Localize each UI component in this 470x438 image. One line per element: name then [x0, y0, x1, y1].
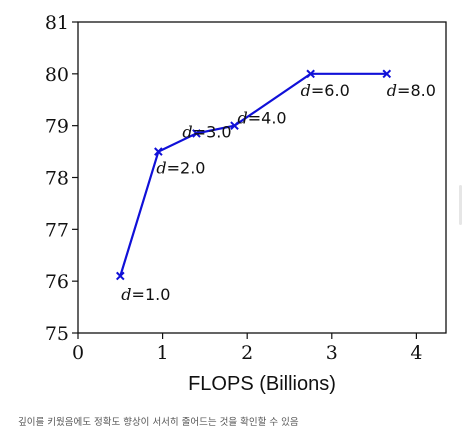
- data-point-marker: [154, 147, 163, 156]
- y-tick-label: 77: [45, 219, 69, 241]
- point-labels: d=1.0 d=2.0 d=3.0 d=4.0 d=6.0 d=8.0: [121, 81, 436, 304]
- x-tick-label: 3: [326, 342, 338, 364]
- data-point-marker: [306, 69, 315, 79]
- data-point-marker: [230, 121, 239, 130]
- x-tick-label: 4: [410, 342, 422, 364]
- x-tick-label: 1: [157, 342, 169, 364]
- line-chart: 75 76 77 78 79 80 81 0 1 2 3 4 d=1.0 d=2.0 d=3.0 d=4.…: [45, 12, 447, 395]
- point-label: d=2.0: [156, 159, 205, 178]
- data-point-marker: [115, 271, 125, 281]
- x-tick-label: 0: [72, 342, 84, 364]
- y-axis-ticks: 75 76 77 78 79 80 81: [45, 12, 78, 345]
- y-tick-label: 78: [45, 168, 69, 190]
- point-label: d=4.0: [238, 109, 287, 128]
- series-line: [119, 72, 387, 277]
- figure-caption: 깊이를 키웠음에도 정확도 향상이 서서히 줄어드는 것을 확인할 수 있음: [18, 417, 299, 428]
- point-label: d=1.0: [121, 285, 170, 304]
- y-tick-label: 75: [45, 323, 69, 345]
- point-label: d=3.0: [182, 122, 231, 141]
- data-point-marker: [192, 129, 201, 138]
- series-markers: [115, 69, 392, 281]
- x-tick-label: 2: [241, 342, 253, 364]
- y-tick-label: 79: [45, 116, 69, 138]
- point-label: d=6.0: [301, 81, 350, 100]
- x-axis-title: FLOPS (Billions): [188, 373, 336, 395]
- y-tick-label: 80: [45, 64, 69, 86]
- scroll-indicator: [459, 185, 462, 225]
- data-point-marker: [382, 69, 392, 79]
- y-tick-label: 76: [45, 271, 69, 293]
- y-tick-label: 81: [45, 12, 69, 34]
- point-label: d=8.0: [387, 81, 436, 100]
- x-axis-ticks: 0 1 2 3 4: [72, 333, 422, 364]
